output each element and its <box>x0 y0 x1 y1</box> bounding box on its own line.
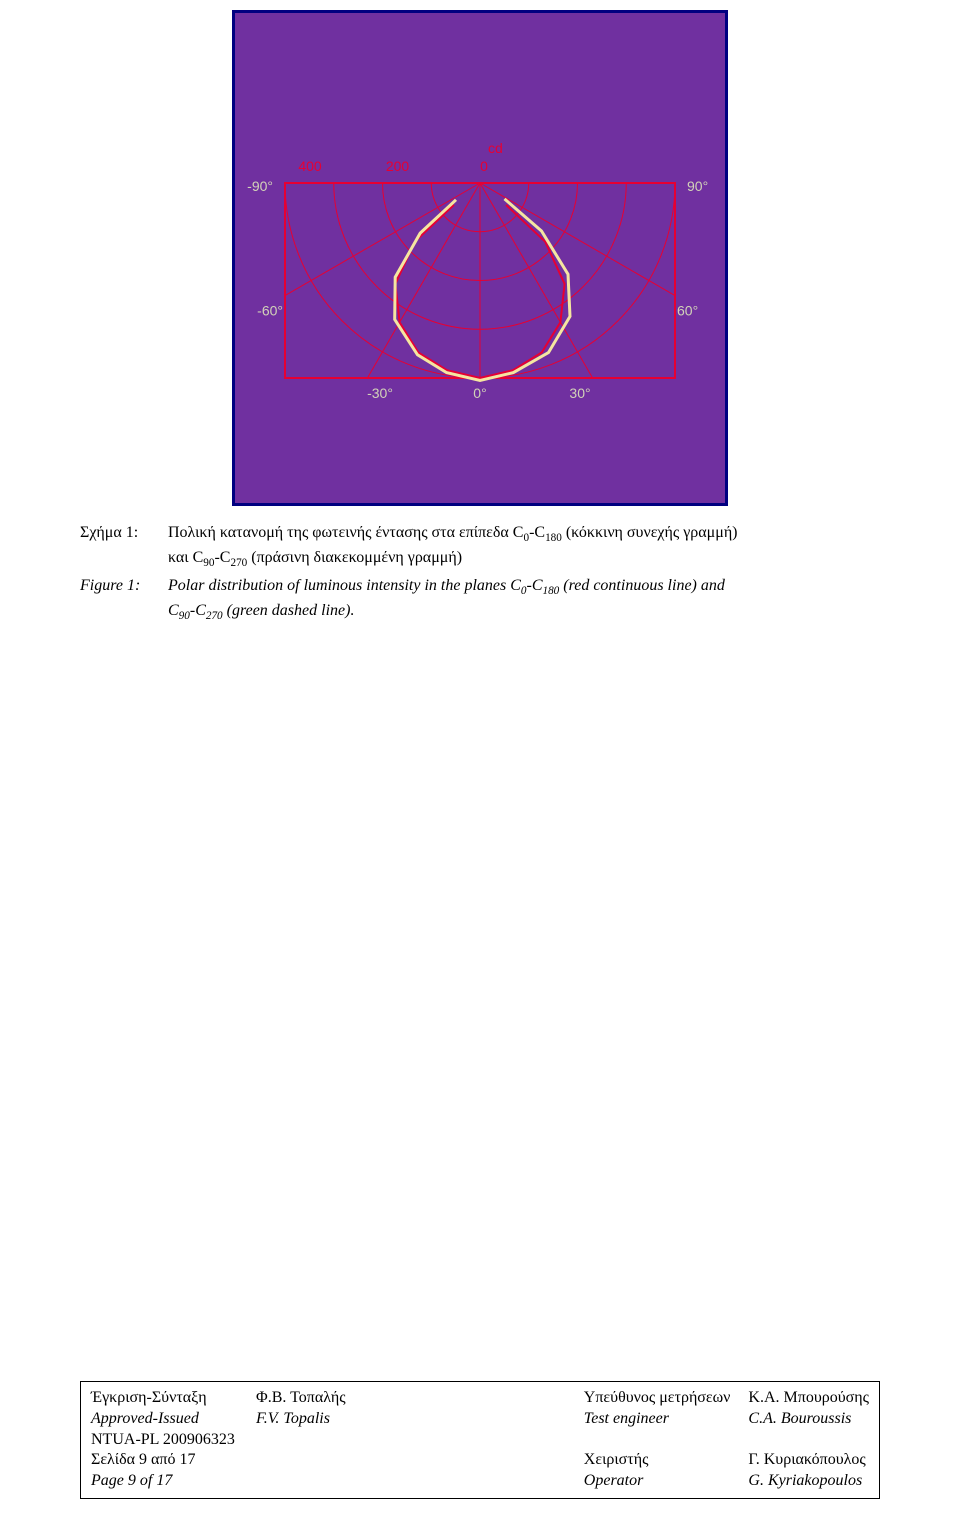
footer-name-col: Κ.Α. Μπουρούσης C.A. Bouroussis Γ. Κυρια… <box>748 1388 869 1492</box>
caption-label-english: Figure 1: <box>80 574 168 625</box>
figure-caption: Σχήμα 1: Πολική κατανομή της φωτεινής έν… <box>80 521 880 625</box>
svg-text:60°: 60° <box>677 303 698 319</box>
chart-container: cd 400 200 0 -90° 90° -60° 60° -30° 0° 30° <box>80 10 880 506</box>
caption-label-greek: Σχήμα 1: <box>80 521 168 572</box>
document-page: cd 400 200 0 -90° 90° -60° 60° -30° 0° 30° Σχήμα 1… <box>0 0 960 1529</box>
cap-en-t3: (red continuous line) and <box>559 577 725 594</box>
svg-text:-90°: -90° <box>247 178 273 194</box>
svg-text:200: 200 <box>386 158 410 174</box>
approved-name-en: F.V. Topalis <box>256 1410 330 1427</box>
resp-label-gr: Υπεύθυνος μετρήσεων <box>584 1389 731 1406</box>
cap-gr-t5: -C <box>214 549 230 566</box>
footer-right: Υπεύθυνος μετρήσεων Test engineer Χειρισ… <box>584 1388 869 1492</box>
cap-gr-t2: -C <box>529 524 545 541</box>
cap-en-t2: -C <box>526 577 542 594</box>
oper-label-en: Operator <box>584 1472 644 1489</box>
approved-name-gr: Φ.Β. Τοπαλής <box>256 1389 346 1406</box>
cap-gr-t6: (πράσινη διακεκομμένη γραμμή) <box>247 549 462 566</box>
page-en: Page 9 of 17 <box>91 1472 172 1489</box>
cap-gr-t4: και C <box>168 549 203 566</box>
oper-label-gr: Χειριστής <box>584 1451 649 1468</box>
approved-label-gr: Έγκριση-Σύνταξη <box>91 1388 256 1409</box>
footer-row-1: Έγκριση-ΣύνταξηΦ.Β. Τοπαλής Approved-Iss… <box>91 1388 869 1492</box>
svg-text:cd: cd <box>488 140 503 156</box>
svg-text:90°: 90° <box>687 178 708 194</box>
polar-chart-frame: cd 400 200 0 -90° 90° -60° 60° -30° 0° 30° <box>232 10 728 506</box>
svg-text:30°: 30° <box>569 385 590 401</box>
footer-table: Έγκριση-ΣύνταξηΦ.Β. Τοπαλής Approved-Iss… <box>80 1381 880 1499</box>
svg-text:-30°: -30° <box>367 385 393 401</box>
cap-en-s4: 270 <box>206 610 223 622</box>
svg-text:-60°: -60° <box>257 303 283 319</box>
resp-name-en: C.A. Bouroussis <box>748 1410 851 1427</box>
cap-en-t4: C <box>168 602 179 619</box>
caption-greek: Σχήμα 1: Πολική κατανομή της φωτεινής έν… <box>80 521 880 572</box>
polar-chart-svg: cd 400 200 0 -90° 90° -60° 60° -30° 0° 30° <box>235 13 725 503</box>
cap-gr-t3: (κόκκινη συνεχής γραμμή) <box>562 524 738 541</box>
svg-text:0: 0 <box>480 158 488 174</box>
oper-name-gr: Γ. Κυριακόπουλος <box>748 1451 865 1468</box>
footer-role-col: Υπεύθυνος μετρήσεων Test engineer Χειρισ… <box>584 1388 731 1492</box>
svg-text:0°: 0° <box>473 385 486 401</box>
cap-en-t6: (green dashed line). <box>223 602 355 619</box>
svg-text:400: 400 <box>298 158 322 174</box>
footer: Έγκριση-ΣύνταξηΦ.Β. Τοπαλής Approved-Iss… <box>80 1381 880 1499</box>
oper-name-en: G. Kyriakopoulos <box>748 1472 862 1489</box>
approved-label-en: Approved-Issued <box>91 1409 256 1430</box>
cap-en-s3: 90 <box>179 610 190 622</box>
caption-english: Figure 1: Polar distribution of luminous… <box>80 574 880 625</box>
cap-en-t1: Polar distribution of luminous intensity… <box>168 577 521 594</box>
cap-en-t5: -C <box>190 602 206 619</box>
footer-left: Έγκριση-ΣύνταξηΦ.Β. Τοπαλής Approved-Iss… <box>91 1388 346 1492</box>
cap-gr-t1: Πολική κατανομή της φωτεινής έντασης στα… <box>168 524 523 541</box>
page-gr: Σελίδα 9 από 17 <box>91 1451 195 1468</box>
doc-ref: NTUA-PL 200906323 <box>91 1431 235 1448</box>
cap-gr-s3: 90 <box>203 558 214 570</box>
caption-text-greek: Πολική κατανομή της φωτεινής έντασης στα… <box>168 521 880 572</box>
resp-name-gr: Κ.Α. Μπουρούσης <box>748 1389 869 1406</box>
cap-gr-s2: 180 <box>545 532 562 544</box>
cap-en-s2: 180 <box>542 585 559 597</box>
cap-gr-s4: 270 <box>230 558 247 570</box>
caption-text-english: Polar distribution of luminous intensity… <box>168 574 880 625</box>
resp-label-en: Test engineer <box>584 1410 669 1427</box>
